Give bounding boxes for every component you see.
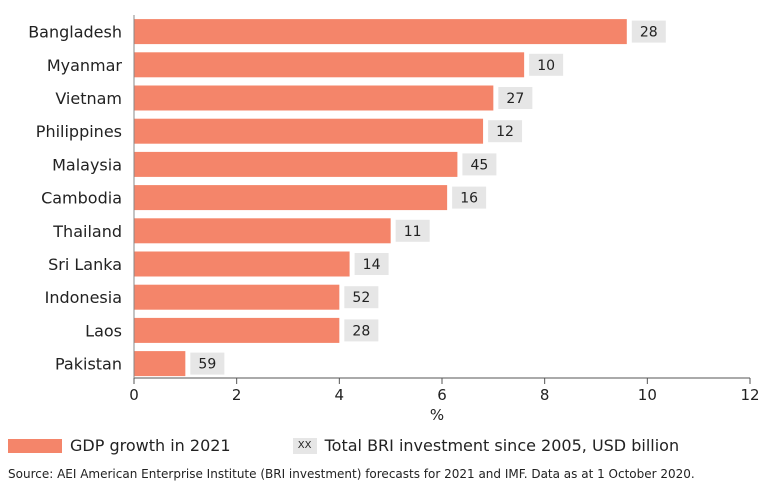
category-label-bangladesh: Bangladesh (28, 23, 122, 42)
x-tick-label-8: 8 (540, 386, 550, 404)
legend: GDP growth in 2021 XX Total BRI investme… (8, 436, 679, 455)
bar-thailand (134, 218, 391, 244)
legend-badge-bri: XX (292, 437, 317, 454)
category-label-laos: Laos (85, 321, 122, 340)
source-note: Source: AEI American Enterprise Institut… (8, 467, 695, 481)
data-label-pakistan: 59 (198, 357, 216, 373)
category-label-myanmar: Myanmar (47, 56, 123, 75)
data-label-philippines: 12 (496, 124, 514, 140)
legend-label-gdp: GDP growth in 2021 (70, 436, 231, 455)
data-label-sri-lanka: 14 (363, 257, 381, 273)
data-label-myanmar: 10 (537, 58, 555, 74)
data-label-cambodia: 16 (460, 191, 478, 207)
data-label-box-pakistan (190, 352, 225, 375)
x-tick-label-0: 0 (129, 386, 139, 404)
data-label-box-bangladesh (631, 20, 666, 43)
bar-philippines (134, 118, 484, 144)
category-label-pakistan: Pakistan (55, 355, 122, 374)
category-label-malaysia: Malaysia (52, 155, 122, 174)
bar-pakistan (134, 351, 186, 377)
legend-label-bri: Total BRI investment since 2005, USD bil… (324, 436, 680, 455)
bar-sri-lanka (134, 251, 350, 277)
data-label-box-thailand (395, 219, 430, 242)
bar-vietnam (134, 85, 494, 111)
data-label-vietnam: 27 (506, 91, 524, 107)
category-label-cambodia: Cambodia (41, 189, 122, 208)
data-label-box-malaysia (462, 153, 497, 176)
x-tick-label-10: 10 (638, 386, 657, 404)
data-label-thailand: 11 (404, 224, 422, 240)
x-tick-label-4: 4 (335, 386, 345, 404)
category-label-thailand: Thailand (52, 222, 122, 241)
data-label-box-indonesia (344, 286, 379, 309)
legend-item-bri: XX Total BRI investment since 2005, USD … (231, 436, 679, 455)
data-label-box-philippines (488, 120, 523, 143)
data-label-box-cambodia (452, 186, 487, 209)
category-label-sri-lanka: Sri Lanka (48, 255, 122, 274)
bar-malaysia (134, 151, 458, 177)
data-label-bangladesh: 28 (640, 25, 658, 41)
x-tick-label-12: 12 (740, 386, 759, 404)
category-label-vietnam: Vietnam (55, 89, 122, 108)
category-label-indonesia: Indonesia (45, 288, 122, 307)
x-tick-label-2: 2 (232, 386, 242, 404)
legend-swatch-gdp (8, 438, 62, 453)
bar-myanmar (134, 52, 525, 78)
legend-item-gdp: GDP growth in 2021 (8, 436, 231, 455)
bar-cambodia (134, 185, 448, 211)
bar-indonesia (134, 284, 340, 310)
data-label-laos: 28 (352, 323, 370, 339)
category-label-philippines: Philippines (36, 122, 122, 141)
data-label-indonesia: 52 (352, 290, 370, 306)
x-tick-label-6: 6 (437, 386, 447, 404)
data-label-box-sri-lanka (354, 253, 389, 275)
x-axis-title: % (430, 406, 444, 424)
data-label-malaysia: 45 (470, 157, 488, 173)
bar-laos (134, 317, 340, 343)
data-label-box-vietnam (498, 87, 533, 109)
bar-bangladesh (134, 19, 627, 45)
data-label-box-laos (344, 319, 379, 342)
data-label-box-myanmar (529, 53, 564, 76)
